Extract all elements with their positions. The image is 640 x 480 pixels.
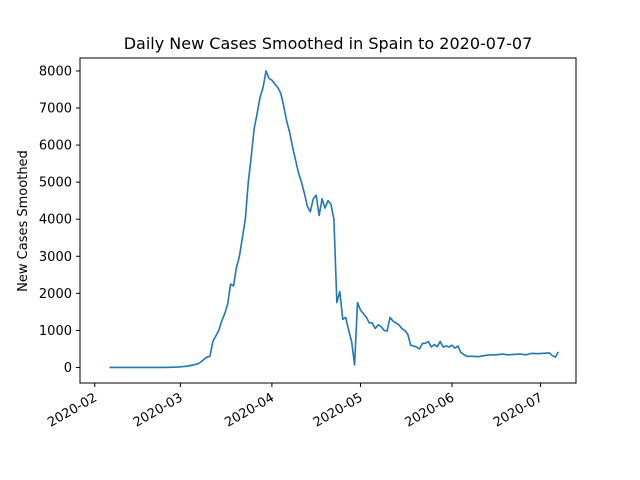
plot-area — [109, 70, 559, 369]
y-tick-label: 0 — [64, 361, 72, 376]
y-tick-label: 2000 — [39, 287, 72, 302]
y-tick-label: 7000 — [39, 102, 72, 117]
y-tick-label: 3000 — [39, 250, 72, 265]
y-axis: 0 1000 2000 3000 4000 5000 6000 7000 8000 — [39, 64, 80, 376]
y-tick-label: 4000 — [39, 213, 72, 228]
y-tick-label: 5000 — [39, 176, 72, 191]
y-axis-label: New Cases Smoothed — [16, 150, 31, 292]
chart-title: Daily New Cases Smoothed in Spain to 202… — [124, 34, 533, 53]
axes-frame — [79, 57, 577, 384]
series-line-0 — [109, 70, 559, 369]
y-tick-label: 1000 — [39, 324, 72, 339]
y-tick-label: 8000 — [39, 64, 72, 79]
y-tick-label: 6000 — [39, 139, 72, 154]
